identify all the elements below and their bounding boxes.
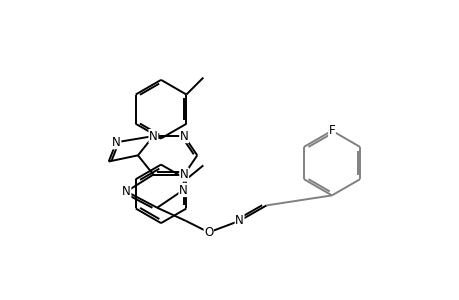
Text: F: F: [328, 124, 335, 137]
Text: N: N: [179, 168, 188, 181]
Text: O: O: [204, 226, 213, 239]
Text: N: N: [179, 184, 187, 196]
Text: N: N: [149, 130, 157, 142]
Text: N: N: [112, 136, 121, 149]
Text: N: N: [179, 130, 188, 142]
Text: N: N: [122, 185, 130, 198]
Text: N: N: [235, 214, 243, 227]
